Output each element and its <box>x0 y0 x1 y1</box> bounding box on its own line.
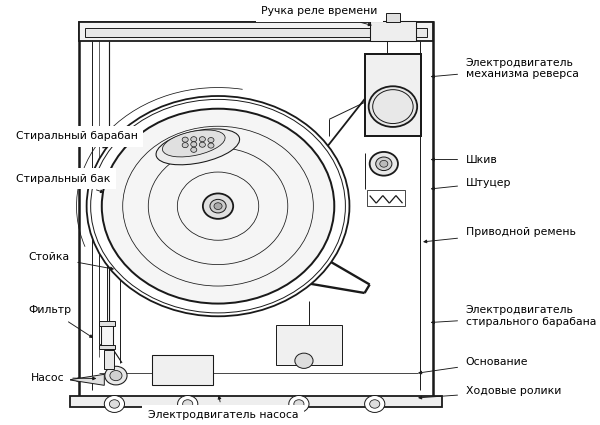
Circle shape <box>182 400 193 408</box>
Bar <box>365 54 421 136</box>
Circle shape <box>110 371 122 381</box>
Circle shape <box>105 366 127 385</box>
Text: Электродвигатель
механизма реверса: Электродвигатель механизма реверса <box>431 58 578 79</box>
Text: Ручка реле времени: Ручка реле времени <box>261 6 377 26</box>
Bar <box>370 20 416 41</box>
Text: Стиральный бак: Стиральный бак <box>16 173 110 193</box>
Bar <box>70 396 442 407</box>
Circle shape <box>191 137 197 142</box>
Bar <box>99 321 115 326</box>
Bar <box>152 355 213 385</box>
Bar <box>101 325 113 348</box>
Circle shape <box>199 142 205 147</box>
Circle shape <box>178 396 198 412</box>
Text: Шкив: Шкив <box>431 155 497 164</box>
Text: Насос: Насос <box>31 373 95 383</box>
Polygon shape <box>69 374 104 385</box>
Text: Ходовые ролики: Ходовые ролики <box>419 386 561 399</box>
Circle shape <box>208 143 214 148</box>
Circle shape <box>295 353 313 368</box>
Circle shape <box>365 396 385 412</box>
Bar <box>367 190 405 206</box>
Text: Штуцер: Штуцер <box>431 178 511 190</box>
Circle shape <box>370 400 380 408</box>
Circle shape <box>289 396 309 412</box>
Text: Стиральный барабан: Стиральный барабан <box>16 131 138 148</box>
Circle shape <box>380 160 388 167</box>
Circle shape <box>199 137 205 142</box>
Circle shape <box>104 396 125 412</box>
Circle shape <box>203 193 233 219</box>
Circle shape <box>191 142 197 147</box>
Circle shape <box>191 147 197 152</box>
Circle shape <box>294 400 304 408</box>
Bar <box>99 345 115 349</box>
Circle shape <box>208 138 214 143</box>
Bar <box>79 22 433 399</box>
Text: Электродвигатель насоса: Электродвигатель насоса <box>148 396 298 420</box>
Ellipse shape <box>156 129 239 165</box>
Text: Приводной ремень: Приводной ремень <box>424 227 575 243</box>
Circle shape <box>376 157 392 170</box>
Bar <box>104 350 115 369</box>
Circle shape <box>86 96 349 316</box>
Bar <box>85 28 427 37</box>
Circle shape <box>214 203 222 210</box>
Bar <box>276 325 342 365</box>
Text: Стойка: Стойка <box>28 252 113 270</box>
Circle shape <box>370 152 398 176</box>
Circle shape <box>102 109 334 303</box>
Circle shape <box>210 199 226 213</box>
Circle shape <box>109 400 119 408</box>
Circle shape <box>182 137 188 142</box>
Text: Фильтр: Фильтр <box>28 305 92 337</box>
Text: Электродвигатель
стирального барабана: Электродвигатель стирального барабана <box>431 306 596 327</box>
Text: Основание: Основание <box>419 357 528 374</box>
Circle shape <box>368 86 417 127</box>
Ellipse shape <box>163 130 225 157</box>
Bar <box>79 22 433 41</box>
Bar <box>386 14 400 22</box>
Circle shape <box>182 143 188 148</box>
